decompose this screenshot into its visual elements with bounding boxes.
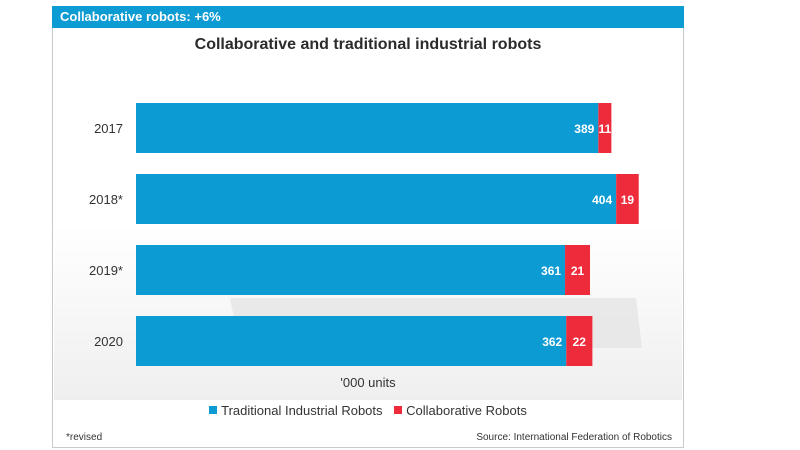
bar-traditional-1 [136, 174, 617, 224]
data-label-collaborative-2: 21 [571, 264, 585, 278]
category-label-3: 2020 [94, 334, 123, 349]
bar-traditional-2 [136, 245, 566, 295]
legend-item-collaborative: Collaborative Robots [394, 403, 527, 418]
data-label-traditional-3: 362 [542, 335, 562, 349]
category-label-2: 2019* [89, 263, 123, 278]
legend: Traditional Industrial Robots Collaborat… [52, 403, 684, 418]
data-label-traditional-1: 404 [592, 193, 612, 207]
x-axis-label: '000 units [340, 375, 396, 390]
data-label-collaborative-3: 22 [573, 335, 587, 349]
header-bar: Collaborative robots: +6% [52, 6, 684, 28]
bar-traditional-0 [136, 103, 599, 153]
bar-collaborative-0 [598, 103, 612, 153]
footnote: *revised [66, 432, 103, 443]
bar-traditional-3 [136, 316, 567, 366]
data-label-traditional-2: 361 [541, 264, 561, 278]
legend-label-traditional: Traditional Industrial Robots [221, 403, 383, 418]
data-label-collaborative-0: 11 [599, 122, 612, 136]
legend-swatch-traditional [209, 406, 218, 414]
data-label-traditional-0: 389 [574, 122, 594, 136]
legend-label-collaborative: Collaborative Robots [406, 403, 527, 418]
bar-collaborative-3 [566, 316, 593, 366]
legend-swatch-collaborative [394, 406, 403, 414]
category-label-1: 2018* [89, 192, 123, 207]
bar-collaborative-1 [616, 174, 639, 224]
bar-collaborative-2 [565, 245, 591, 295]
category-label-0: 2017 [94, 121, 123, 136]
header-tag: Collaborative robots: +6% [60, 9, 221, 24]
legend-item-traditional: Traditional Industrial Robots [209, 403, 383, 418]
source-note: Source: International Federation of Robo… [476, 432, 672, 443]
data-label-collaborative-1: 19 [621, 193, 635, 207]
chart-title: Collaborative and traditional industrial… [194, 36, 542, 53]
